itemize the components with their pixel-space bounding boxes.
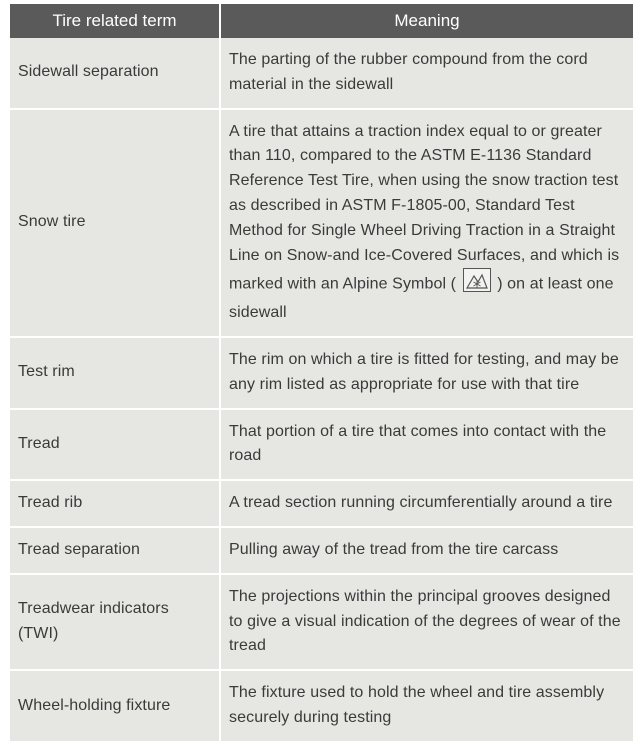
table-row: Snow tire A tire that attains a traction… (10, 109, 633, 337)
term-cell: Test rim (10, 337, 220, 409)
term-cell: Wheel-holding fixture (10, 670, 220, 742)
table-row: Tread rib A tread section running circum… (10, 480, 633, 527)
meaning-cell: The parting of the rubber compound from … (220, 38, 633, 109)
table-header-row: Tire related term Meaning (10, 4, 633, 38)
meaning-cell: That portion of a tire that comes into c… (220, 409, 633, 481)
tire-terms-table: Tire related term Meaning Sidewall separ… (10, 4, 633, 743)
term-cell: Sidewall separation (10, 38, 220, 109)
meaning-cell: Pulling away of the tread from the tire … (220, 527, 633, 574)
table-row: Sidewall separation The parting of the r… (10, 38, 633, 109)
header-term: Tire related term (10, 4, 220, 38)
term-cell: Tread (10, 409, 220, 481)
meaning-cell: The fixture used to hold the wheel and t… (220, 670, 633, 742)
table-row: Treadwear indicators (TWI) The projectio… (10, 574, 633, 670)
term-cell: Tread separation (10, 527, 220, 574)
meaning-cell: The projections within the principal gro… (220, 574, 633, 670)
meaning-cell: A tread section running circumferentiall… (220, 480, 633, 527)
meaning-cell: A tire that attains a traction index equ… (220, 109, 633, 337)
table-row: Wheel-holding fixture The fixture used t… (10, 670, 633, 742)
term-cell: Tread rib (10, 480, 220, 527)
alpine-symbol-icon (463, 268, 491, 301)
term-cell: Snow tire (10, 109, 220, 337)
meaning-cell: The rim on which a tire is fitted for te… (220, 337, 633, 409)
meaning-text-before: A tire that attains a traction index equ… (229, 123, 619, 293)
table-row: Tread That portion of a tire that comes … (10, 409, 633, 481)
table-row: Test rim The rim on which a tire is fitt… (10, 337, 633, 409)
header-meaning: Meaning (220, 4, 633, 38)
table-row: Tread separation Pulling away of the tre… (10, 527, 633, 574)
term-cell: Treadwear indicators (TWI) (10, 574, 220, 670)
